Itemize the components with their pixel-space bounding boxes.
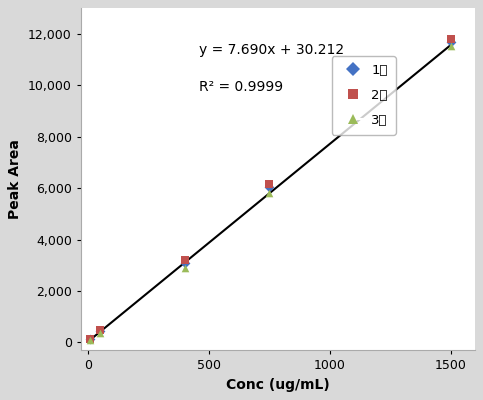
Point bbox=[265, 190, 273, 196]
X-axis label: Conc (ug/mL): Conc (ug/mL) bbox=[226, 378, 329, 392]
Point bbox=[86, 336, 94, 343]
Point bbox=[96, 327, 104, 333]
Point bbox=[96, 328, 104, 334]
Point bbox=[447, 42, 455, 49]
Point bbox=[181, 265, 188, 271]
Point bbox=[447, 38, 455, 45]
Point bbox=[86, 336, 94, 342]
Text: R² = 0.9999: R² = 0.9999 bbox=[199, 80, 283, 94]
Point bbox=[447, 36, 455, 42]
Point bbox=[265, 181, 273, 188]
Point bbox=[96, 330, 104, 336]
Y-axis label: Peak Area: Peak Area bbox=[8, 139, 22, 219]
Legend: 1차, 2차, 3차: 1차, 2차, 3차 bbox=[332, 56, 396, 134]
Point bbox=[86, 337, 94, 344]
Point bbox=[181, 260, 188, 266]
Point bbox=[265, 184, 273, 190]
Text: y = 7.690x + 30.212: y = 7.690x + 30.212 bbox=[199, 42, 344, 56]
Point bbox=[181, 257, 188, 263]
